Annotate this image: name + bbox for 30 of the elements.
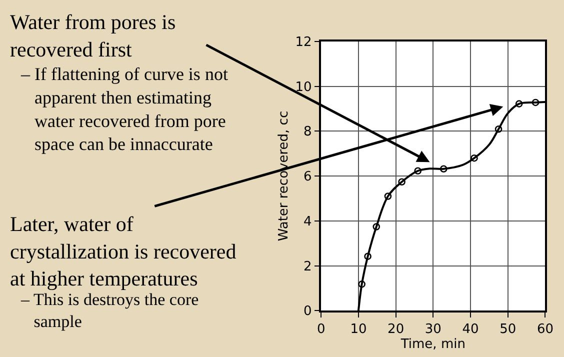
text: Later, water of crystallization is recovered at higher temperatures	[10, 212, 237, 291]
point	[515, 100, 523, 108]
y-tick-label: 2	[303, 259, 312, 274]
y-tick-label: 4	[303, 214, 312, 230]
text: – If flattening of curve is not apparent then estimating water recovered from pore space can be innaccurate	[20, 64, 228, 154]
x-tick-label: 30	[424, 322, 442, 337]
x-tick-label: 0	[316, 322, 326, 337]
point	[470, 154, 478, 162]
point	[384, 192, 392, 200]
y-tick-label: 6	[303, 170, 312, 185]
x-tick-label: 10	[350, 322, 367, 337]
x-tick-label: 60	[536, 322, 554, 337]
x-axis-title: Time, min	[400, 336, 466, 352]
x-tick-label: 20	[388, 322, 404, 337]
y-tick-label: 8	[303, 124, 312, 140]
text: Water from pores is recovered first	[10, 10, 176, 62]
point	[364, 252, 372, 260]
point	[414, 167, 422, 175]
point	[358, 280, 366, 288]
y-tick-label: 12	[295, 34, 312, 50]
point	[372, 223, 380, 230]
y-tick-label: 10	[295, 80, 312, 95]
point	[494, 126, 502, 133]
y-tick-label: 0	[303, 304, 312, 320]
point	[398, 178, 406, 186]
point	[532, 98, 540, 106]
point	[440, 165, 448, 173]
x-tick-label: 50	[500, 322, 516, 337]
x-tick-label: 40	[462, 322, 479, 337]
text: – This is destroys the core sample	[20, 290, 199, 332]
